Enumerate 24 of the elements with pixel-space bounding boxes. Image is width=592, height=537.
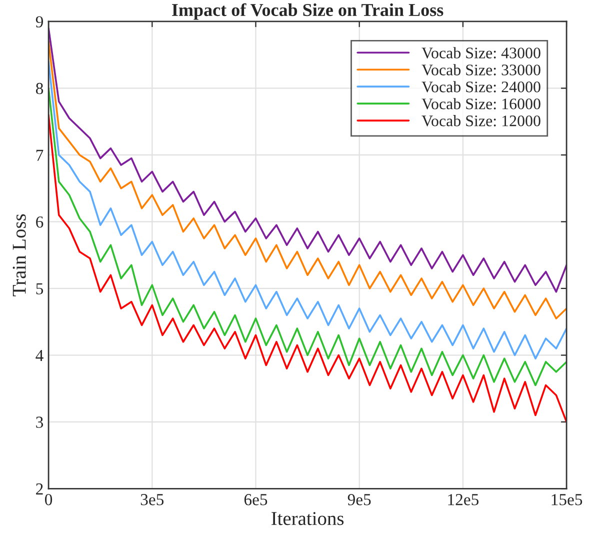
chart-title: Impact of Vocab Size on Train Loss	[172, 3, 444, 20]
legend-label: Vocab Size: 12000	[422, 115, 540, 126]
x-tick-label: 9e5	[348, 494, 371, 506]
line-series	[48, 60, 567, 360]
legend-label: Vocab Size: 43000	[422, 47, 540, 58]
y-tick-label: 3	[36, 416, 44, 428]
y-tick-label: 5	[36, 283, 44, 294]
legend-label: Vocab Size: 16000	[422, 98, 540, 110]
legend-label: Vocab Size: 24000	[422, 81, 540, 92]
y-tick-label: 9	[36, 16, 43, 28]
y-tick-label: 4	[36, 350, 44, 361]
y-tick-label: 6	[36, 216, 44, 228]
x-tick-label: 0	[45, 494, 52, 506]
x-tick-label: 15e5	[552, 494, 582, 506]
legend-label: Vocab Size: 33000	[422, 64, 540, 76]
y-axis-title: Train Loss	[12, 214, 26, 296]
x-axis-title: Iterations	[272, 512, 344, 526]
line-series	[48, 114, 567, 423]
y-tick-label: 7	[36, 150, 44, 161]
x-tick-label: 6e5	[244, 494, 268, 506]
y-tick-label: 8	[36, 82, 44, 94]
y-tick-label: 2	[36, 483, 43, 494]
x-tick-label: 12e5	[448, 494, 478, 506]
x-tick-label: 3e5	[140, 494, 164, 506]
